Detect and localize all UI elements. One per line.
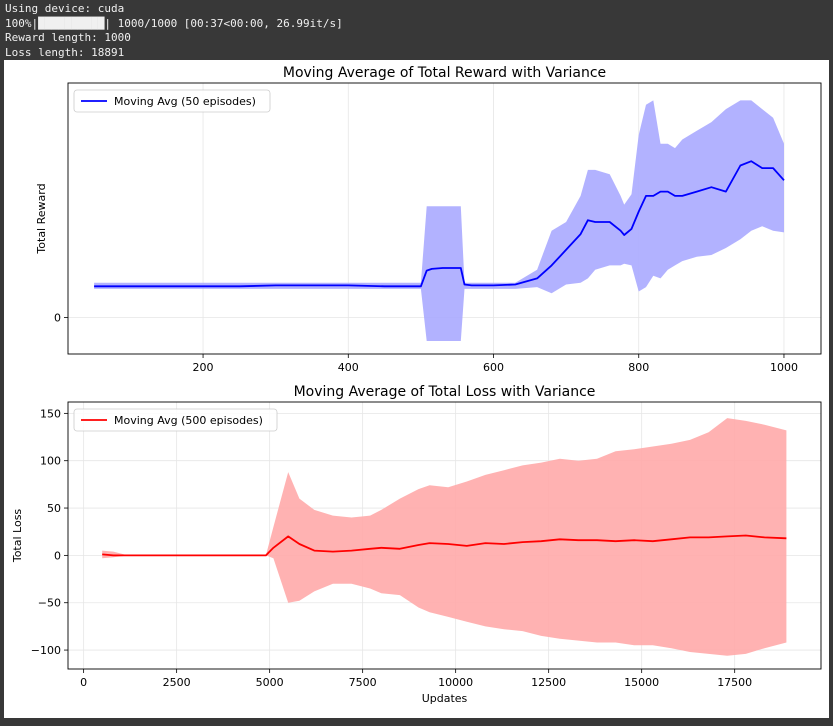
console-line-loss-length: Loss length: 18891 xyxy=(5,45,125,59)
x-tick-label: 17500 xyxy=(717,676,752,689)
x-tick-label: 0 xyxy=(80,676,87,689)
x-tick-label: 7500 xyxy=(349,676,377,689)
loss-axes-frame xyxy=(67,401,822,670)
x-tick-label: 1000 xyxy=(770,361,798,374)
y-tick-label: 0 xyxy=(54,312,61,325)
y-tick-label: 150 xyxy=(40,407,61,420)
x-tick-label: 400 xyxy=(338,361,359,374)
console-output: Using device: cuda 100%|██████████| 1000… xyxy=(0,0,833,60)
x-tick-label: 800 xyxy=(628,361,649,374)
y-tick-label: 100 xyxy=(40,455,61,468)
y-tick-label: 0 xyxy=(54,549,61,562)
y-tick-label: 50 xyxy=(47,502,61,515)
console-line-device: Using device: cuda xyxy=(5,2,125,15)
x-tick-label: 10000 xyxy=(438,676,473,689)
reward-legend-box xyxy=(73,89,271,113)
loss-chart-title: Moving Average of Total Loss with Varian… xyxy=(294,384,596,400)
loss-legend-label: Moving Avg (500 episodes) xyxy=(114,414,263,427)
loss-ticks: 0 2500 5000 7500 10000 12500 15000 17500 −100 −50… xyxy=(31,407,752,689)
reward-chart-title: Moving Average of Total Reward with Vari… xyxy=(283,65,606,81)
reward-variance-band xyxy=(94,100,785,342)
reward-axes-frame xyxy=(67,82,822,355)
reward-legend-label: Moving Avg (50 episodes) xyxy=(114,95,256,108)
reward-ticks: 200 400 600 800 1000 0 xyxy=(54,312,798,374)
loss-legend-box xyxy=(73,408,278,432)
x-tick-label: 200 xyxy=(193,361,214,374)
loss-x-axis-label: Updates xyxy=(422,692,468,705)
reward-y-axis-label: Total Reward xyxy=(35,183,48,254)
loss-legend: Moving Avg (500 episodes) xyxy=(73,408,278,432)
loss-moving-avg-line xyxy=(102,534,787,557)
x-tick-label: 5000 xyxy=(256,676,284,689)
reward-legend: Moving Avg (50 episodes) xyxy=(73,89,271,113)
loss-variance-band xyxy=(102,418,787,656)
x-tick-label: 600 xyxy=(483,361,504,374)
y-tick-label: −100 xyxy=(31,644,61,657)
loss-chart: 0 2500 5000 7500 10000 12500 15000 17500 −100 −50… xyxy=(11,384,822,705)
reward-chart: 200 400 600 800 1000 0 Moving Average of Tota… xyxy=(35,65,822,374)
y-tick-label: −50 xyxy=(38,597,61,610)
console-line-progress: 100%|██████████| 1000/1000 [00:37<00:00,… xyxy=(5,16,343,30)
console-line-reward-length: Reward length: 1000 xyxy=(5,31,131,44)
reward-moving-avg-line xyxy=(94,160,785,288)
figure-svg: 200 400 600 800 10000 Moving Average of Tota… xyxy=(11,65,822,705)
x-tick-label: 2500 xyxy=(163,676,191,689)
x-tick-label: 12500 xyxy=(531,676,566,689)
x-tick-label: 15000 xyxy=(624,676,659,689)
figure-canvas: 200 400 600 800 1000 0 Moving Average of Tota… xyxy=(4,60,829,718)
loss-y-axis-label: Total Loss xyxy=(11,509,24,564)
